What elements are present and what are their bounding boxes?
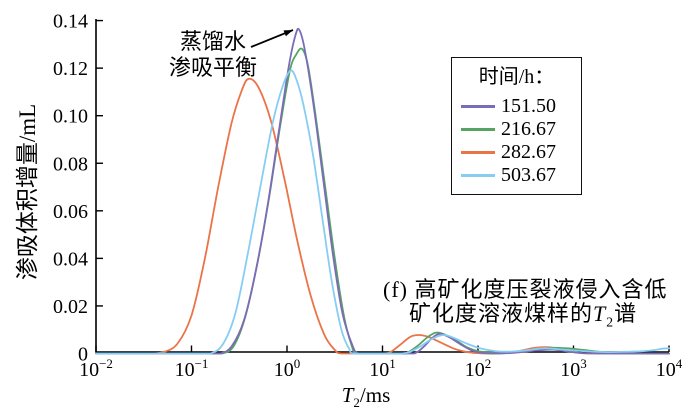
- caption: (f) 高矿化度压裂液侵入含低 矿化度溶液煤样的T2谱: [383, 278, 693, 334]
- x-axis-title-unit: /ms: [359, 383, 391, 407]
- y-axis-title-text: 渗吸体积增量/mL: [15, 103, 40, 281]
- y-tick-label: 0.06: [53, 201, 88, 223]
- x-tick-label: 100: [274, 356, 301, 381]
- legend-label: 282.67: [501, 141, 556, 163]
- y-tick-label: 0.04: [53, 248, 88, 270]
- legend-label: 151.50: [501, 95, 556, 117]
- legend-item: 503.67: [452, 164, 581, 187]
- x-tick-label: 10−2: [79, 356, 113, 381]
- annotation-line2: 渗吸平衡: [168, 55, 257, 80]
- annotation-arrowhead: [283, 30, 293, 37]
- legend-swatch-503-67: [461, 174, 495, 177]
- x-tick-label: 102: [465, 356, 492, 381]
- y-tick-label: 0.08: [53, 153, 88, 175]
- x-tick-label: 101: [369, 356, 396, 381]
- caption-line2: 矿化度溶液煤样的T2谱: [409, 301, 638, 330]
- x-axis-title: T2/ms: [296, 383, 436, 411]
- legend-box: 时间/h： 151.50 216.67 282.67 503.67: [451, 57, 582, 195]
- legend-title: 时间/h：: [478, 66, 555, 88]
- x-axis-title-subscript: 2: [353, 395, 360, 411]
- legend-swatch-282-67: [461, 151, 495, 154]
- legend-label: 503.67: [501, 164, 556, 186]
- y-tick-label: 0.12: [53, 58, 88, 80]
- x-tick-label: 103: [560, 356, 587, 381]
- annotation-text: 蒸馏水 渗吸平衡: [160, 29, 266, 81]
- y-axis-title: 渗吸体积增量/mL: [8, 82, 40, 302]
- legend-item: 216.67: [452, 118, 581, 141]
- caption-line1: (f) 高矿化度压裂液侵入含低: [383, 277, 668, 302]
- y-tick-label: 0.10: [53, 106, 88, 128]
- legend-rows: 151.50 216.67 282.67 503.67: [452, 95, 581, 187]
- x-tick-label: 104: [656, 356, 683, 381]
- legend-item: 151.50: [452, 95, 581, 118]
- y-ticks: 0.14 0.12 0.10 0.08 0.06 0.04 0.02 0: [53, 11, 103, 366]
- y-tick-label: 0: [78, 344, 88, 366]
- legend-label: 216.67: [501, 118, 556, 140]
- y-tick-label: 0.14: [53, 11, 88, 33]
- legend-swatch-151-50: [461, 105, 495, 108]
- y-tick-label: 0.02: [53, 296, 88, 318]
- curve-503-67: [95, 69, 670, 355]
- legend-swatch-216-67: [461, 128, 495, 131]
- annotation-line1: 蒸馏水: [179, 29, 246, 54]
- x-tick-label: 10−1: [175, 356, 209, 381]
- x-axis-title-symbol: T: [341, 383, 354, 407]
- legend-item: 282.67: [452, 141, 581, 164]
